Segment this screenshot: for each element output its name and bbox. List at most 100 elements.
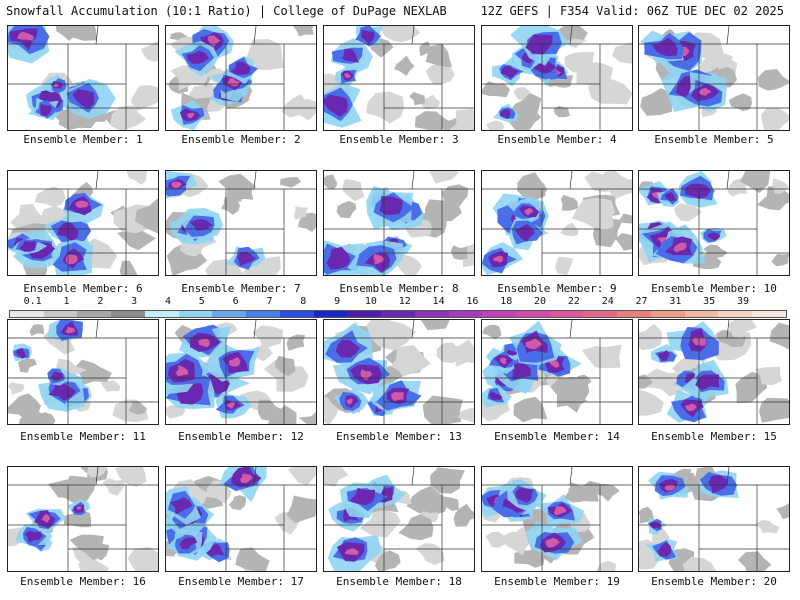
map-svg <box>166 26 316 130</box>
member-label-9: Ensemble Member: 9 <box>497 282 617 295</box>
colorbar-tick-3: 3 <box>131 296 138 307</box>
member-map-19 <box>481 466 633 572</box>
member-label-11: Ensemble Member: 11 <box>20 430 146 443</box>
map-svg <box>166 171 316 275</box>
map-svg <box>324 467 474 571</box>
member-label-3: Ensemble Member: 3 <box>339 133 459 146</box>
member-label-18: Ensemble Member: 18 <box>336 575 462 588</box>
member-map-8 <box>323 170 475 276</box>
product-title: Snowfall Accumulation (10:1 Ratio) | Col… <box>6 4 447 18</box>
map-svg <box>482 467 632 571</box>
colorbar-tick-20: 35 <box>703 296 716 307</box>
member-label-13: Ensemble Member: 13 <box>336 430 462 443</box>
member-label-7: Ensemble Member: 7 <box>181 282 301 295</box>
map-svg <box>482 171 632 275</box>
member-label-19: Ensemble Member: 19 <box>494 575 620 588</box>
colorbar-swatch-10 <box>347 311 382 317</box>
colorbar-tick-18: 27 <box>635 296 648 307</box>
member-label-2: Ensemble Member: 2 <box>181 133 301 146</box>
colorbar-tick-5: 5 <box>198 296 205 307</box>
header: Snowfall Accumulation (10:1 Ratio) | Col… <box>0 0 800 22</box>
map-svg <box>324 171 474 275</box>
member-map-2 <box>165 25 317 131</box>
map-svg <box>482 26 632 130</box>
member-label-12: Ensemble Member: 12 <box>178 430 304 443</box>
colorbar-swatch-17 <box>583 311 618 317</box>
member-map-14 <box>481 319 633 425</box>
colorbar-swatch-15 <box>516 311 550 317</box>
map-svg <box>8 320 158 424</box>
member-label-1: Ensemble Member: 1 <box>23 133 143 146</box>
member-label-8: Ensemble Member: 8 <box>339 282 459 295</box>
colorbar-swatch-6 <box>212 311 247 317</box>
colorbar-tick-8: 8 <box>300 296 307 307</box>
colorbar-tick-0: 0.1 <box>23 296 42 307</box>
colorbar-swatch-12 <box>414 311 449 317</box>
colorbar-tick-16: 22 <box>567 296 580 307</box>
colorbar-tick-11: 12 <box>398 296 411 307</box>
map-svg <box>639 320 789 424</box>
run-valid-time: 12Z GEFS | F354 Valid: 06Z TUE DEC 02 20… <box>480 4 784 18</box>
colorbar-swatch-14 <box>482 311 517 317</box>
colorbar-swatch-2 <box>77 311 112 317</box>
colorbar-swatch-8 <box>279 311 314 317</box>
member-map-18 <box>323 466 475 572</box>
colorbar-swatch-1 <box>43 311 78 317</box>
member-label-10: Ensemble Member: 10 <box>651 282 777 295</box>
colorbar-tick-10: 10 <box>364 296 377 307</box>
member-map-11 <box>7 319 159 425</box>
member-map-9 <box>481 170 633 276</box>
colorbar-tick-15: 20 <box>534 296 547 307</box>
colorbar-swatch-18 <box>617 311 651 317</box>
colorbar-swatch-7 <box>246 311 280 317</box>
colorbar-swatch-16 <box>549 311 584 317</box>
member-map-10 <box>638 170 790 276</box>
colorbar-swatch-19 <box>650 311 685 317</box>
colorbar-tick-2: 2 <box>97 296 104 307</box>
colorbar <box>9 310 787 318</box>
map-svg <box>639 26 789 130</box>
colorbar-tick-21: 39 <box>736 296 750 307</box>
colorbar-tick-14: 18 <box>500 296 513 307</box>
map-svg <box>8 26 158 130</box>
colorbar-swatch-21 <box>718 311 753 317</box>
map-svg <box>8 171 158 275</box>
member-map-15 <box>638 319 790 425</box>
member-map-16 <box>7 466 159 572</box>
colorbar-tick-12: 14 <box>432 296 445 307</box>
map-svg <box>166 320 316 424</box>
colorbar-swatch-11 <box>381 311 415 317</box>
colorbar-tick-7: 7 <box>266 296 273 307</box>
member-map-17 <box>165 466 317 572</box>
member-label-15: Ensemble Member: 15 <box>651 430 777 443</box>
member-map-20 <box>638 466 790 572</box>
map-svg <box>639 171 789 275</box>
map-svg <box>482 320 632 424</box>
member-map-7 <box>165 170 317 276</box>
colorbar-tick-19: 31 <box>669 296 682 307</box>
member-label-6: Ensemble Member: 6 <box>23 282 143 295</box>
colorbar-ticks: 0.1 1 2 3 4 5 6 7 8 9 10 12 14 16 18 20 22 24 27 31 35 39 <box>9 296 787 310</box>
map-svg <box>639 467 789 571</box>
colorbar-tick-1: 1 <box>63 296 70 307</box>
member-label-4: Ensemble Member: 4 <box>497 133 617 146</box>
member-label-5: Ensemble Member: 5 <box>654 133 774 146</box>
colorbar-swatch-20 <box>684 311 719 317</box>
member-map-13 <box>323 319 475 425</box>
member-label-17: Ensemble Member: 17 <box>178 575 304 588</box>
member-label-20: Ensemble Member: 20 <box>651 575 777 588</box>
map-svg <box>324 320 474 424</box>
member-map-4 <box>481 25 633 131</box>
member-map-5 <box>638 25 790 131</box>
map-svg <box>324 26 474 130</box>
colorbar-swatch-3 <box>111 311 145 317</box>
colorbar-tick-6: 6 <box>232 296 239 307</box>
colorbar-tick-4: 4 <box>164 296 171 307</box>
member-map-6 <box>7 170 159 276</box>
colorbar-tick-13: 16 <box>466 296 479 307</box>
member-map-12 <box>165 319 317 425</box>
member-label-16: Ensemble Member: 16 <box>20 575 146 588</box>
colorbar-tick-9: 9 <box>334 296 341 307</box>
map-svg <box>166 467 316 571</box>
colorbar-swatch-9 <box>313 311 348 317</box>
